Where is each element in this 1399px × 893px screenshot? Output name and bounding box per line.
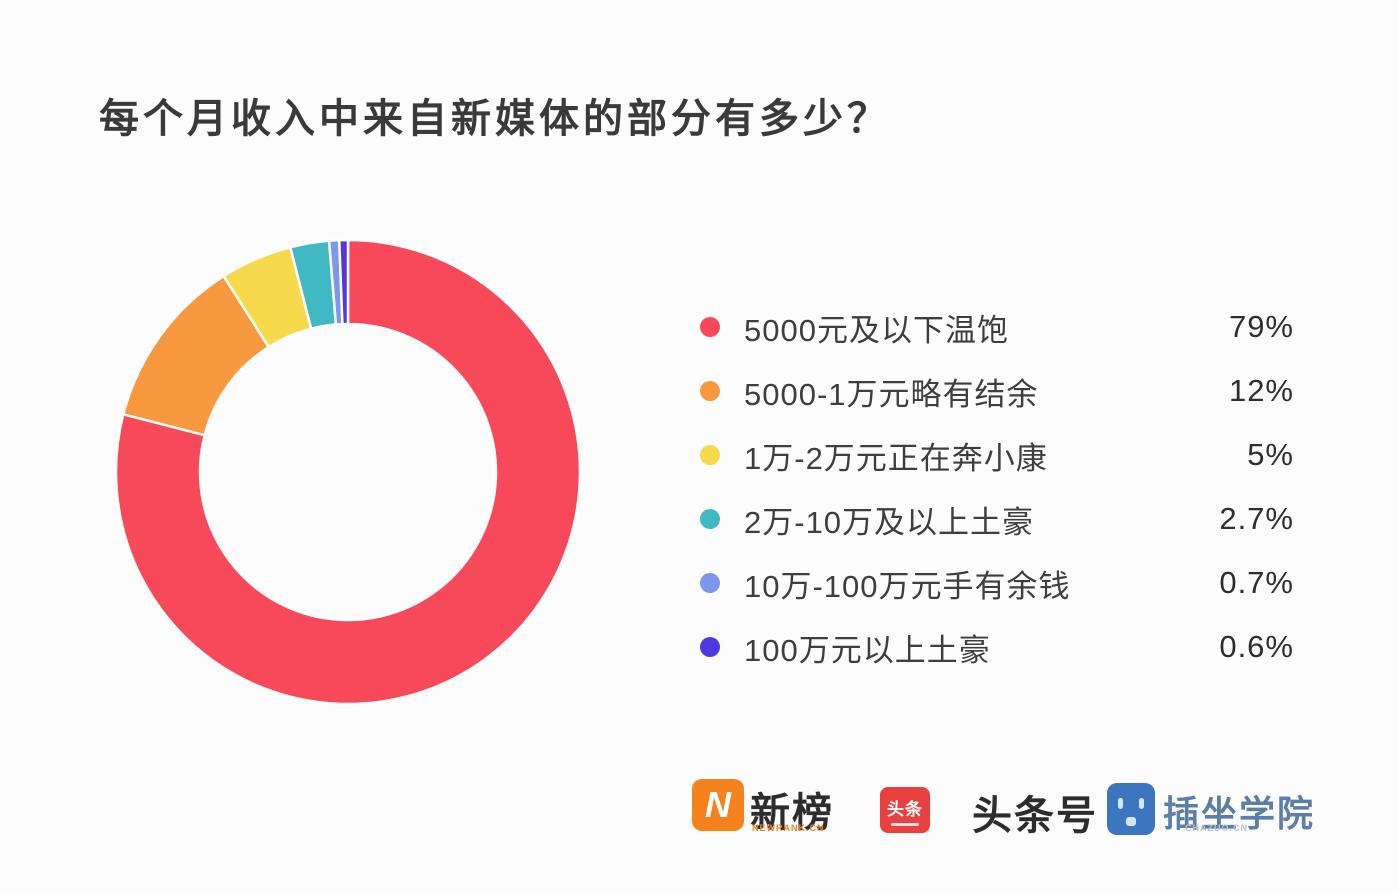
legend-label: 1万-2万元正在奔小康 bbox=[744, 440, 1048, 476]
legend-row: 5000-1万元略有结余 12% bbox=[700, 359, 1294, 423]
footer-logos: N 新榜 NEWRANK.CN 头条 头条号 插坐学院 CHAZUO.CN bbox=[692, 776, 1352, 846]
donut-chart-area bbox=[114, 238, 582, 706]
legend-value: 0.6% bbox=[1219, 629, 1294, 664]
legend-label: 5000-1万元略有结余 bbox=[744, 376, 1039, 412]
donut-segment bbox=[338, 238, 350, 326]
legend-label: 2万-10万及以上土豪 bbox=[744, 504, 1035, 540]
donut-segment bbox=[114, 238, 582, 706]
legend-dot bbox=[700, 509, 720, 529]
legend-row: 1万-2万元正在奔小康 5% bbox=[700, 423, 1294, 487]
donut-chart bbox=[114, 238, 582, 706]
newrank-logo-icon: N bbox=[692, 779, 744, 831]
chazuo-logo-icon bbox=[1107, 783, 1155, 835]
toutiao-icon-chars: 头条 bbox=[887, 799, 923, 819]
legend-label: 100万元以上土豪 bbox=[744, 632, 991, 668]
toutiao-logo-text: 头条号 bbox=[972, 794, 1098, 838]
newrank-logo-subtext: NEWRANK.CN bbox=[752, 823, 825, 833]
toutiao-icon-bar bbox=[891, 822, 919, 826]
newrank-logo-text: 新榜 bbox=[750, 791, 834, 835]
chazuo-face-eye-right bbox=[1139, 798, 1144, 809]
legend-value: 5% bbox=[1247, 437, 1294, 472]
legend-row: 5000元及以下温饱 79% bbox=[700, 295, 1294, 359]
legend-dot bbox=[700, 445, 720, 465]
legend-dot bbox=[700, 317, 720, 337]
legend-row: 10万-100万元手有余钱 0.7% bbox=[700, 551, 1294, 615]
legend: 5000元及以下温饱 79% 5000-1万元略有结余 12% 1万-2万元正在奔小康 5… bbox=[700, 295, 1294, 679]
legend-row: 100万元以上土豪 0.6% bbox=[700, 615, 1294, 679]
legend-dot bbox=[700, 381, 720, 401]
legend-value: 2.7% bbox=[1219, 501, 1294, 536]
legend-value: 12% bbox=[1228, 373, 1294, 408]
legend-dot bbox=[700, 573, 720, 593]
toutiao-logo-icon: 头条 bbox=[880, 787, 930, 833]
legend-value: 0.7% bbox=[1219, 565, 1294, 600]
legend-row: 2万-10万及以上土豪 2.7% bbox=[700, 487, 1294, 551]
legend-value: 79% bbox=[1228, 309, 1294, 344]
chazuo-face-mouth bbox=[1126, 817, 1136, 826]
legend-dot bbox=[700, 637, 720, 657]
chazuo-logo-text: 插坐学院 bbox=[1163, 793, 1316, 834]
legend-label: 10万-100万元手有余钱 bbox=[744, 568, 1071, 604]
page-title: 每个月收入中来自新媒体的部分有多少？ bbox=[99, 97, 891, 141]
legend-label: 5000元及以下温饱 bbox=[744, 312, 1009, 348]
chazuo-logo-subtext: CHAZUO.CN bbox=[1185, 823, 1248, 833]
chazuo-face-eye-left bbox=[1118, 798, 1123, 809]
